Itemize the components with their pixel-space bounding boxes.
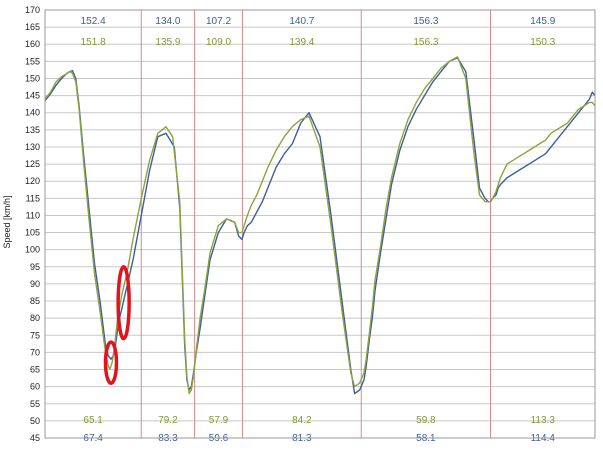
annotation-ellipse: [116, 265, 131, 341]
segment-label-top-green: 151.8: [81, 37, 106, 48]
y-axis-ticks: 45 50 55 60 65 70 75 80 85 90 95 100 105 110 115 120 125…: [25, 5, 40, 443]
segment-label-top-green: 135.9: [155, 37, 180, 48]
y-tick-label: 150: [25, 73, 40, 83]
y-tick-label: 170: [25, 5, 40, 15]
segment-label-top-green: 139.4: [289, 37, 314, 48]
y-tick-label: 60: [30, 382, 40, 392]
annotation-ellipse: [103, 340, 119, 385]
y-tick-label: 70: [30, 347, 40, 357]
y-tick-label: 100: [25, 245, 40, 255]
segment-label-top-blue: 152.4: [81, 16, 106, 27]
plot-frame: [44, 9, 596, 439]
y-tick-label: 135: [25, 125, 40, 135]
y-tick-label: 155: [25, 56, 40, 66]
y-tick-label: 95: [30, 262, 40, 272]
series-line-green: [44, 56, 596, 395]
y-tick-label: 120: [25, 176, 40, 186]
y-tick-label: 110: [26, 210, 40, 220]
y-tick-label: 105: [25, 228, 40, 238]
segment-label-bottom-green: 84.2: [292, 415, 312, 426]
segment-label-bottom-green: 79.2: [158, 415, 178, 426]
y-tick-label: 50: [30, 416, 40, 426]
segment-label-bottom-green: 57.9: [209, 415, 229, 426]
segment-label-bottom-green: 65.1: [83, 415, 103, 426]
y-tick-label: 85: [30, 296, 40, 306]
y-tick-label: 145: [25, 91, 40, 101]
segment-label-bottom-green: 113.3: [531, 415, 556, 426]
y-tick-label: 55: [30, 399, 40, 409]
y-tick-label: 140: [25, 108, 40, 118]
segment-label-top-blue: 145.9: [530, 16, 555, 27]
y-axis-label: Speed [km/h]: [2, 195, 12, 248]
annotation-circles: [103, 265, 131, 385]
y-tick-label: 165: [25, 22, 40, 32]
segment-label-top-green: 150.3: [530, 37, 555, 48]
segment-label-top-blue: 134.0: [155, 16, 180, 27]
y-tick-label: 130: [25, 142, 40, 152]
segment-label-top-blue: 156.3: [413, 16, 438, 27]
y-tick-label: 125: [25, 159, 40, 169]
y-tick-label: 115: [26, 193, 40, 203]
segment-label-top-green: 109.0: [206, 37, 231, 48]
segment-label-top-blue: 107.2: [206, 16, 231, 27]
y-tick-label: 80: [30, 313, 40, 323]
y-tick-label: 75: [30, 330, 40, 340]
y-tick-label: 90: [30, 279, 40, 289]
series-line-blue: [44, 57, 596, 395]
segment-label-bottom-green: 59.8: [416, 415, 436, 426]
y-tick-label: 65: [30, 365, 40, 375]
series-lines: [44, 56, 596, 395]
segment-label-top-green: 156.3: [413, 37, 438, 48]
y-tick-label: 160: [25, 39, 40, 49]
segment-label-top-blue: 140.7: [289, 16, 314, 27]
y-tick-label: 45: [30, 433, 40, 443]
